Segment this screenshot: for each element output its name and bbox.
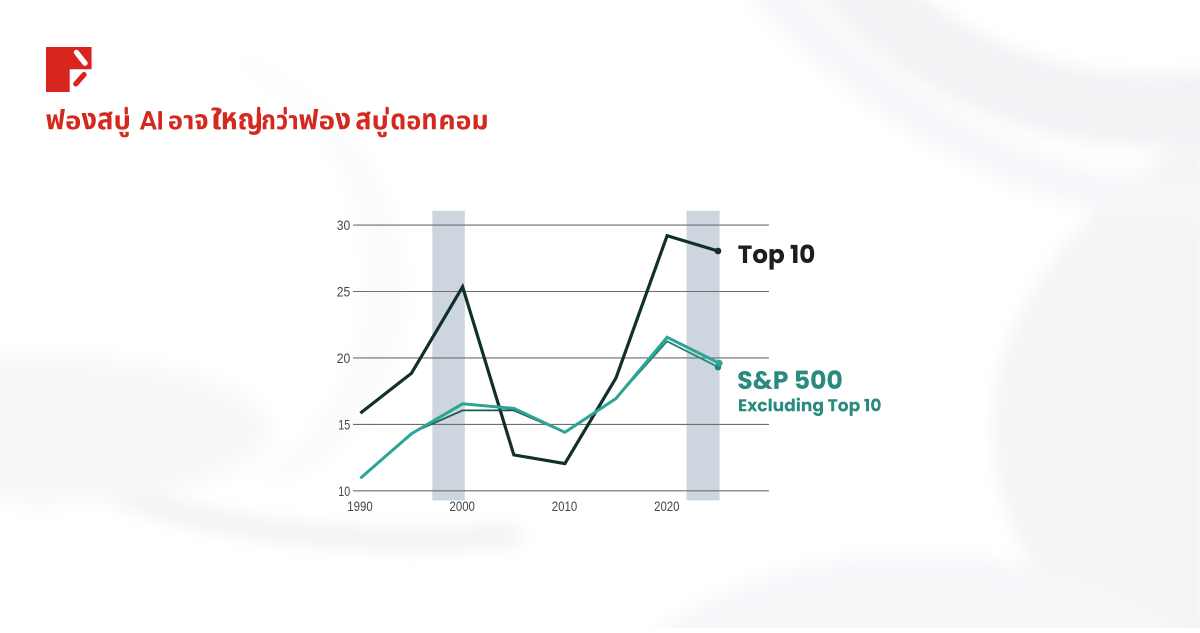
svg-text:20: 20 [337, 351, 351, 367]
svg-text:2000: 2000 [450, 499, 476, 514]
svg-text:10: 10 [338, 484, 350, 500]
svg-text:2020: 2020 [654, 499, 680, 514]
svg-text:25: 25 [337, 285, 351, 301]
svg-text:15: 15 [338, 418, 350, 434]
svg-text:2010: 2010 [552, 499, 578, 514]
svg-text:30: 30 [337, 218, 351, 234]
svg-text:1990: 1990 [347, 499, 373, 514]
